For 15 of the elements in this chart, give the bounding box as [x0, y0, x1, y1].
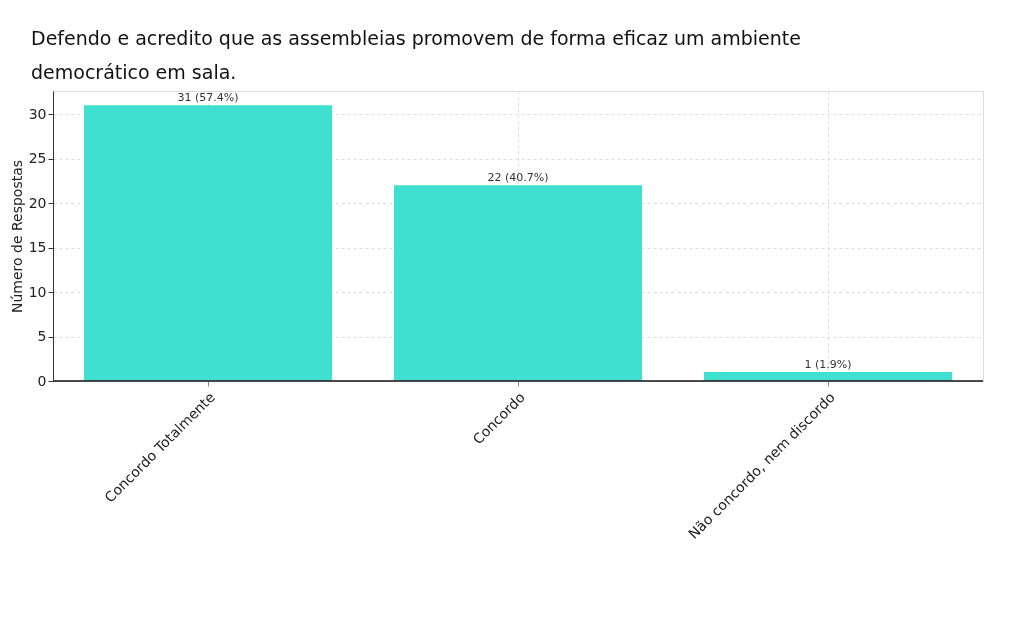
bar — [84, 105, 332, 381]
chart-title: Defendo e acredito que as assembleias promovem de forma eficaz um ambiente democrático em sala. — [31, 27, 801, 83]
data-label: 22 (40.7%) — [487, 171, 549, 185]
y-tick-label: 0 — [37, 372, 47, 389]
bar — [394, 185, 642, 381]
y-tick-label: 25 — [28, 150, 47, 167]
y-tick-label: 30 — [28, 105, 47, 122]
y-tick-label: 10 — [28, 283, 47, 300]
y-tick-label: 20 — [28, 194, 47, 211]
y-axis-title: Número de Respostas — [8, 159, 25, 314]
data-label: 1 (1.9%) — [804, 358, 852, 372]
data-label: 31 (57.4%) — [177, 91, 239, 105]
bar — [704, 372, 952, 381]
y-tick-label: 15 — [28, 239, 47, 256]
y-tick-label: 5 — [37, 328, 47, 345]
